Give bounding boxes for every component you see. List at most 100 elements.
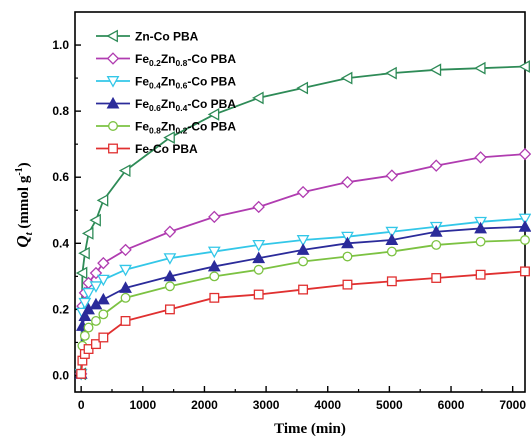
data-point: [253, 264, 264, 275]
series-line: [80, 217, 526, 374]
data-point: [207, 259, 221, 272]
series-2: [74, 147, 531, 381]
data-point: [83, 322, 94, 333]
data-point: [429, 63, 442, 77]
data-point: [298, 256, 309, 267]
legend-entry-1: Zn-Co PBA: [96, 30, 199, 44]
data-point: [252, 200, 265, 214]
data-point: [83, 344, 94, 354]
legend: Zn-Co PBA Fe0.2Zn0.8-Co PBA Fe0.4Zn0.6-Co …: [96, 30, 236, 156]
data-point: [386, 246, 397, 257]
legend-entry-3: Fe0.4Zn0.6-Co PBA: [96, 75, 236, 91]
x-tick-label: 1000: [129, 398, 156, 412]
data-point: [207, 246, 221, 259]
y-tick-label: 0.2: [52, 302, 69, 316]
data-point: [96, 274, 110, 287]
y-tick-label: 0.8: [52, 104, 69, 118]
data-point: [385, 66, 397, 80]
data-point: [82, 287, 95, 300]
data-point: [253, 289, 264, 300]
data-point: [164, 304, 175, 315]
legend-label: Fe0.8Zn0.2-Co PBA: [135, 120, 236, 136]
data-point: [78, 246, 90, 260]
legend-marker: [106, 29, 118, 43]
x-tick-label: 4000: [314, 398, 341, 412]
data-point: [252, 91, 264, 105]
data-point: [97, 256, 110, 270]
data-point: [386, 276, 397, 287]
x-tick-label: 6000: [438, 398, 465, 412]
data-point: [430, 159, 443, 172]
data-point: [431, 273, 442, 283]
data-point: [296, 243, 310, 255]
y-tick-label: 0.0: [52, 368, 69, 382]
data-point: [296, 185, 310, 199]
data-point: [252, 240, 266, 252]
data-point: [163, 253, 177, 265]
legend-label: Fe-Co PBA: [135, 142, 198, 156]
data-point: [431, 240, 442, 250]
data-point: [91, 316, 101, 326]
legend-label: Fe0.6Zn0.4-Co PBA: [135, 97, 236, 113]
data-point: [119, 243, 132, 257]
series-6: [76, 266, 530, 379]
legend-marker: [106, 76, 120, 88]
data-point: [473, 61, 486, 75]
y-tick-label: 1.0: [52, 38, 69, 52]
data-point: [118, 164, 131, 178]
x-axis-title: Time (min): [274, 421, 346, 437]
series-4: [74, 220, 531, 379]
data-point: [119, 281, 132, 293]
x-tick-label: 7000: [499, 398, 526, 412]
data-point: [163, 131, 175, 144]
data-point: [518, 213, 531, 226]
legend-entry-4: Fe0.6Zn0.4-Co PBA: [96, 96, 236, 113]
legend-label: Fe0.4Zn0.6-Co PBA: [135, 75, 236, 91]
data-point: [89, 281, 103, 293]
legend-entry-2: Fe0.2Zn0.8-Co PBA: [96, 52, 236, 68]
series-line: [80, 153, 526, 374]
series-layer: [74, 60, 531, 381]
data-point: [163, 269, 177, 282]
data-point: [385, 233, 399, 245]
data-point: [163, 225, 177, 238]
data-point: [98, 332, 109, 343]
data-point: [340, 71, 353, 85]
data-point: [385, 169, 399, 182]
x-tick-label: 0: [78, 398, 85, 412]
data-point: [518, 220, 531, 232]
legend-marker: [108, 143, 118, 154]
y-tick-label: 0.4: [52, 236, 69, 250]
y-axis-title: Qt (mmol g-1): [13, 162, 35, 247]
data-point: [120, 316, 131, 326]
data-point: [164, 281, 175, 292]
data-point: [474, 151, 487, 164]
data-point: [475, 269, 486, 280]
legend-label: Fe0.2Zn0.8-Co PBA: [135, 52, 236, 68]
data-point: [296, 81, 309, 95]
data-point: [81, 226, 94, 240]
data-point: [518, 60, 530, 73]
data-point: [78, 309, 92, 321]
data-point: [78, 297, 92, 310]
x-tick-label: 3000: [253, 398, 280, 412]
data-point: [91, 339, 101, 350]
data-point: [208, 210, 221, 224]
data-point: [342, 279, 353, 290]
data-point: [341, 236, 354, 249]
data-point: [298, 284, 309, 295]
data-point: [75, 266, 88, 280]
legend-marker: [108, 121, 118, 131]
data-point: [120, 292, 131, 303]
x-tick-label: 5000: [376, 398, 403, 412]
x-tick-label: 2000: [191, 398, 218, 412]
data-point: [385, 226, 399, 239]
data-point: [209, 292, 220, 303]
data-point: [342, 251, 353, 262]
data-point: [96, 193, 109, 207]
data-point: [96, 292, 110, 305]
legend-marker: [106, 96, 120, 109]
legend-entry-6: Fe-Co PBA: [96, 142, 198, 156]
data-point: [341, 175, 354, 189]
data-point: [209, 271, 220, 282]
